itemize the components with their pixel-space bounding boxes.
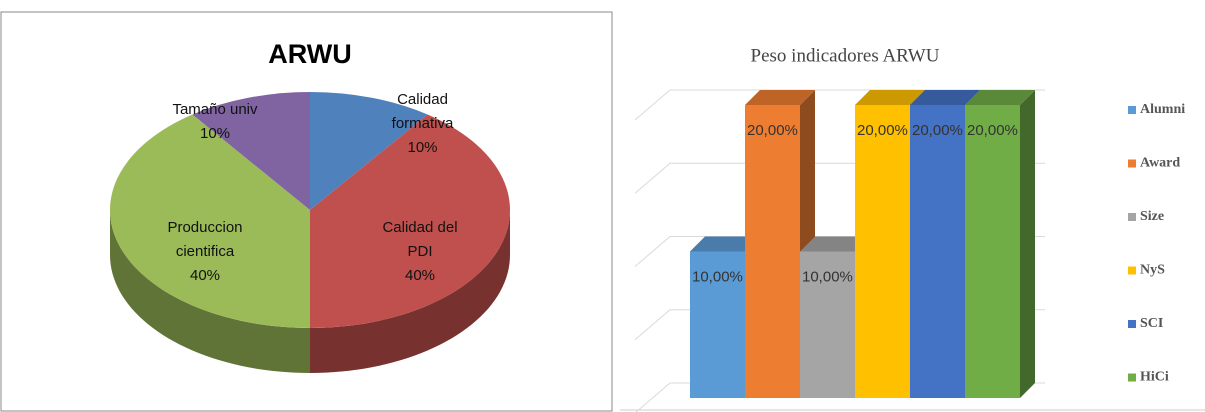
- pie-value-label: 10%: [199, 125, 231, 142]
- bar-value-label: 20,00%: [967, 122, 1018, 139]
- legend-label: Award: [1140, 156, 1180, 171]
- bar-side: [1020, 90, 1035, 398]
- pie-label: Produccion cientifica 40%: [155, 216, 255, 288]
- pie-category: Calidad del PDI: [382, 219, 458, 260]
- bar: [690, 251, 745, 398]
- pie-slice: [310, 114, 510, 328]
- pie-value-label: 40%: [189, 267, 221, 284]
- bar-top: [800, 236, 870, 252]
- pie-label: Calidad formativa 10%: [375, 88, 470, 160]
- pie-slice: [110, 114, 310, 328]
- pie-slice: [192, 92, 310, 210]
- pie-slice: [310, 92, 428, 210]
- pie-label: Tamaño univ 10%: [155, 98, 275, 146]
- bar-value-label: 20,00%: [857, 122, 908, 139]
- legend-swatch: [1128, 320, 1136, 328]
- pie-value-label: 40%: [404, 267, 436, 284]
- bar: [800, 251, 855, 398]
- bar-value-label: 10,00%: [692, 268, 743, 285]
- bar-top: [745, 90, 815, 105]
- pie-category: Produccion cientifica: [167, 219, 243, 260]
- legend-label: Size: [1140, 209, 1164, 224]
- pie-title: ARWU: [268, 39, 352, 69]
- bar: [745, 105, 800, 398]
- bar-title: Peso indicadores ARWU: [751, 45, 940, 66]
- pie-category: Tamaño univ: [172, 101, 258, 118]
- legend-label: Alumni: [1140, 102, 1185, 117]
- pie-value-label: 10%: [407, 139, 438, 156]
- bar: [855, 105, 910, 398]
- legend-label: HiCi: [1140, 370, 1169, 385]
- legend-swatch: [1128, 373, 1136, 382]
- pie-panel-border: [0, 11, 613, 412]
- bar-top: [910, 90, 980, 105]
- legend-label: SCI: [1140, 316, 1163, 331]
- pie-label: Calidad del PDI 40%: [370, 216, 470, 288]
- bar-top: [690, 236, 760, 252]
- legend-swatch: [1128, 159, 1136, 168]
- legend-swatch: [1128, 213, 1136, 221]
- legend-swatch: [1128, 106, 1136, 114]
- bar: [910, 105, 965, 398]
- pie-slice-side: [310, 210, 510, 373]
- pie-slice-side: [110, 210, 310, 373]
- bar-top: [855, 90, 925, 105]
- bar: [965, 105, 1020, 398]
- legend-swatch: [1128, 266, 1136, 275]
- bar-value-label: 10,00%: [802, 268, 853, 285]
- bar-top: [965, 90, 1035, 105]
- bar-value-label: 20,00%: [747, 122, 798, 139]
- bar-value-label: 20,00%: [912, 122, 963, 139]
- pie-category: Calidad formativa: [391, 91, 454, 132]
- legend-label: NyS: [1140, 263, 1165, 278]
